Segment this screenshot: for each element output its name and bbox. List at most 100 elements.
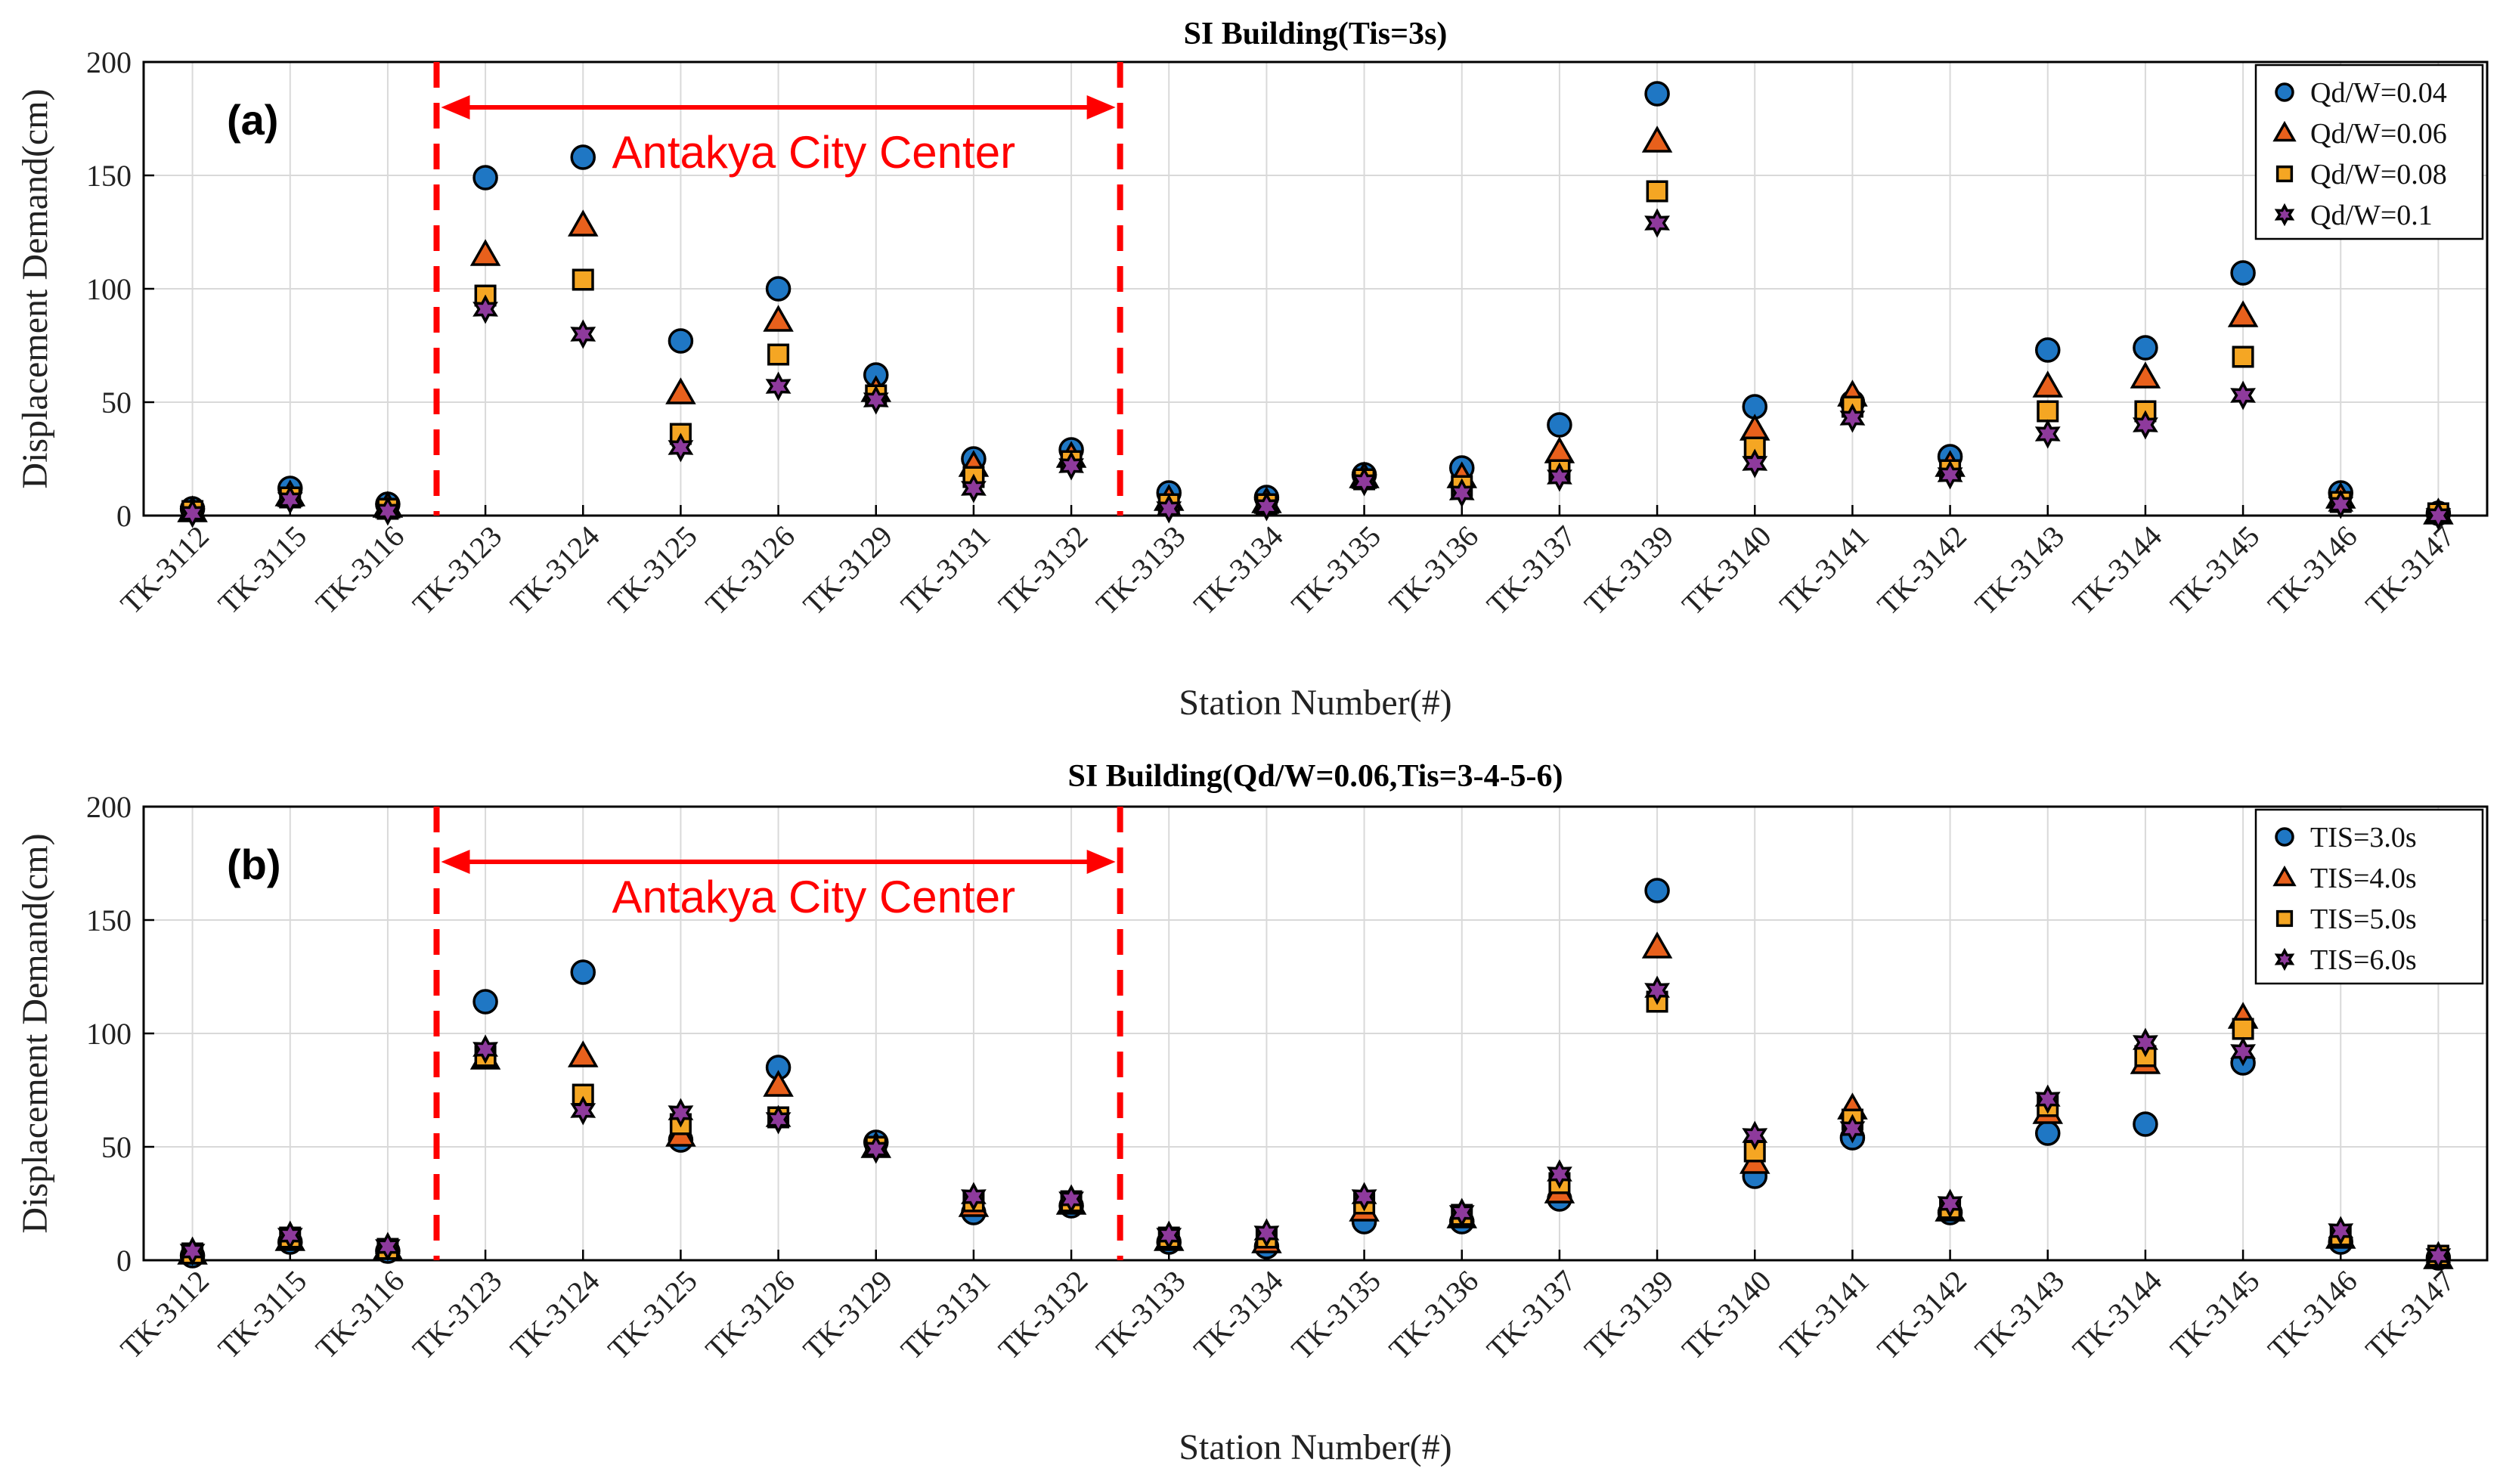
data-point <box>765 371 792 401</box>
data-point <box>472 165 498 191</box>
data-point <box>375 496 401 526</box>
legend-entry: TIS=3.0s <box>2310 822 2417 854</box>
legend-entry: TIS=5.0s <box>2310 903 2417 935</box>
x-axis-label: Station Number(#) <box>1179 683 1451 723</box>
y-axis-label: Displacement Demand(cm) <box>15 833 55 1233</box>
data-point <box>767 343 790 366</box>
legend-entry: TIS=6.0s <box>2310 944 2417 976</box>
data-point <box>1646 180 1668 203</box>
legend-entry: TIS=4.0s <box>2310 863 2417 894</box>
y-axis-label: Displacement Demand(cm) <box>15 88 55 488</box>
data-point <box>2133 335 2158 361</box>
data-point <box>1641 125 1673 153</box>
data-point <box>1547 1159 1572 1189</box>
data-point <box>1547 462 1572 492</box>
region-label: Antakya City Center <box>612 127 1016 178</box>
data-point <box>572 268 594 291</box>
data-point <box>1448 478 1475 508</box>
legend: TIS=3.0s TIS=4.0s TIS=5.0s TIS=6.0s <box>2254 808 2484 985</box>
data-point <box>1547 412 1572 438</box>
data-point <box>2232 345 2254 368</box>
legend-marker <box>2272 120 2297 142</box>
data-point <box>277 1220 303 1250</box>
data-point <box>2230 260 2256 286</box>
data-point <box>1058 1184 1084 1214</box>
region-arrowhead-left <box>441 95 470 119</box>
legend-entry: Qd/W=0.08 <box>2310 159 2447 191</box>
legend-marker <box>2274 203 2295 227</box>
data-point <box>1742 1120 1768 1151</box>
y-tick-label: 0 <box>116 1244 132 1278</box>
data-point <box>2133 410 2158 440</box>
data-point <box>2328 1216 2354 1246</box>
data-point <box>668 432 694 463</box>
data-point <box>179 498 206 528</box>
series-3 <box>179 208 2452 531</box>
data-point <box>961 1182 987 1212</box>
chart-title: SI Building(Qd/W=0.06,Tis=3-4-5-6) <box>1067 759 1563 794</box>
data-point <box>2034 1084 2061 1114</box>
data-point <box>2133 1027 2158 1058</box>
data-point <box>668 328 694 354</box>
chart-title: SI Building(Tis=3s) <box>1184 17 1448 51</box>
data-point <box>469 239 501 266</box>
data-point <box>1644 975 1670 1005</box>
y-tick-label: 100 <box>86 272 132 306</box>
y-tick-label: 150 <box>86 159 132 193</box>
data-point <box>763 305 794 332</box>
data-point <box>863 1134 889 1164</box>
data-point <box>1058 451 1084 481</box>
legend-marker <box>2275 909 2294 928</box>
data-point <box>1253 491 1280 522</box>
data-point <box>665 377 696 404</box>
y-tick-label: 50 <box>101 1130 132 1164</box>
data-point <box>2133 1111 2158 1137</box>
data-point <box>2425 500 2452 531</box>
axes-frame <box>142 60 2489 517</box>
data-point <box>570 1095 596 1126</box>
data-point <box>2035 337 2061 363</box>
y-tick-label: 0 <box>116 499 132 533</box>
data-point <box>1351 1182 1377 1212</box>
legend-marker <box>2275 82 2294 102</box>
legend-entry: Qd/W=0.06 <box>2310 118 2447 150</box>
panel-label: (a) <box>227 96 278 144</box>
region-arrowhead-right <box>1086 95 1116 119</box>
data-point <box>863 385 889 415</box>
data-point <box>2037 400 2059 423</box>
legend-entry: Qd/W=0.04 <box>2310 77 2447 109</box>
region-label: Antakya City Center <box>612 872 1016 922</box>
data-point <box>668 1098 694 1128</box>
region-arrowhead-left <box>441 850 470 874</box>
data-point <box>1644 208 1670 238</box>
data-point <box>1839 403 1866 433</box>
data-point <box>2227 300 2259 327</box>
legend-marker <box>2272 865 2297 887</box>
y-tick-label: 50 <box>101 386 132 420</box>
data-point <box>763 1070 794 1097</box>
data-point <box>2230 380 2256 411</box>
data-point <box>961 473 987 503</box>
data-point <box>1253 1218 1280 1248</box>
data-point <box>567 209 599 237</box>
y-tick-label: 200 <box>86 45 132 79</box>
data-point <box>570 319 596 349</box>
data-point <box>1156 1220 1182 1250</box>
data-point <box>2034 419 2061 449</box>
data-point <box>2425 1241 2452 1271</box>
region-arrowhead-right <box>1086 850 1116 874</box>
data-point <box>1156 494 1182 524</box>
data-point <box>570 144 596 170</box>
legend-entry: Qd/W=0.1 <box>2310 200 2433 231</box>
data-point <box>472 989 498 1015</box>
data-point <box>1937 1188 1963 1219</box>
data-point <box>1644 81 1670 107</box>
data-point <box>1448 1197 1475 1228</box>
data-point <box>765 1104 792 1135</box>
data-point <box>570 959 596 985</box>
data-point <box>2230 1036 2256 1067</box>
data-point <box>2232 1018 2254 1040</box>
legend-marker <box>2274 947 2295 971</box>
data-point <box>1641 931 1673 959</box>
